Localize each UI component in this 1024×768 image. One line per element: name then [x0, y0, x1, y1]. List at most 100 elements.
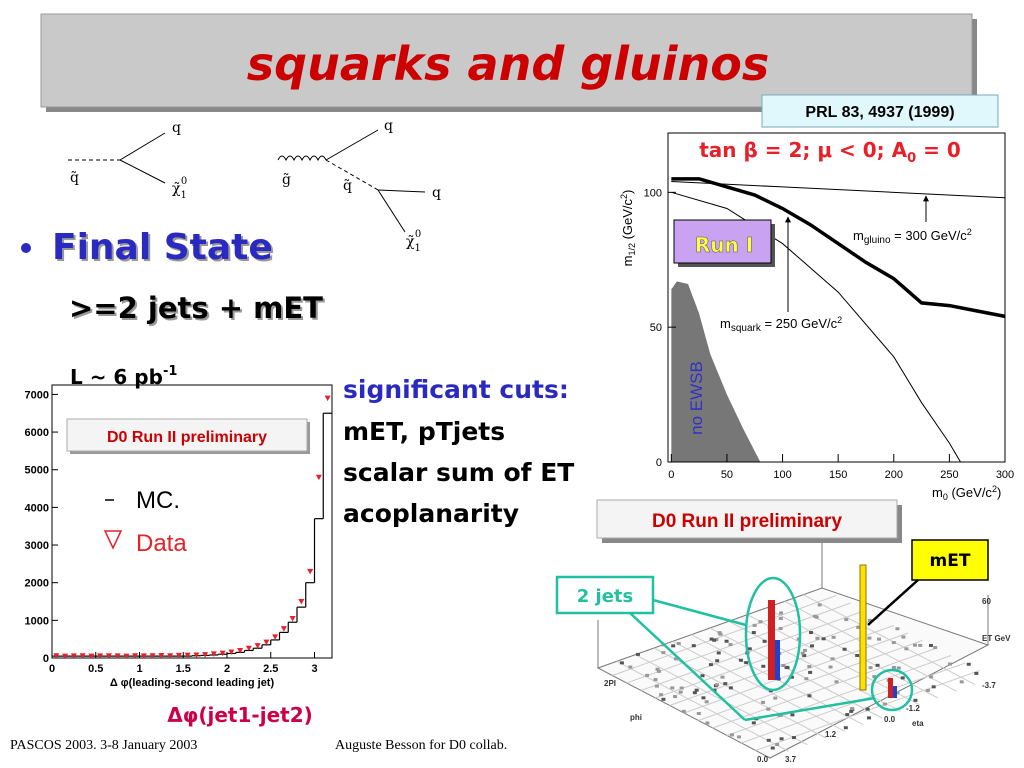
lego-cell — [913, 698, 918, 702]
lego-cell — [895, 627, 900, 631]
chart-title: tan β = 2; μ < 0; A0 = 0 — [699, 138, 961, 166]
legend-entry: MC. — [136, 487, 180, 514]
axis-label: 1.2 — [825, 730, 837, 739]
lego-cell — [766, 707, 771, 711]
label-part: ) — [620, 190, 635, 194]
lego-cell — [747, 647, 752, 651]
jet-tower — [888, 678, 893, 698]
lego-cell — [696, 711, 701, 715]
annotation-box — [66, 418, 308, 452]
label: 0 — [415, 229, 421, 240]
lego-cell — [802, 653, 807, 657]
lego-cell — [789, 675, 794, 679]
lego-cell — [808, 670, 813, 674]
diagram-2-labels: g̃ q q̃ q χ̃1 0 — [282, 118, 441, 254]
lego-grid — [741, 662, 966, 744]
lego-cell — [901, 635, 906, 639]
run-label: Run I — [695, 233, 753, 257]
legend-entry: Data — [136, 530, 187, 557]
plot-frame — [51, 384, 333, 659]
lego-cell — [778, 627, 783, 631]
lego-cell — [752, 623, 757, 627]
lego-cell — [705, 721, 710, 725]
lego-cell — [865, 707, 870, 711]
lego-cell — [974, 671, 979, 675]
lego-cell — [654, 684, 659, 688]
title-part: 0 — [907, 151, 916, 166]
x-tick-label: 100 — [773, 469, 791, 481]
lego-cell — [850, 707, 855, 711]
label-part: (GeV/c — [948, 485, 993, 500]
title-part: = 0 — [916, 138, 961, 162]
feynman-diagram-1 — [68, 132, 166, 184]
lego-cell — [645, 673, 650, 677]
lego-cell — [751, 721, 756, 725]
bullet-shadow: Final State — [54, 229, 275, 270]
lego-cell — [720, 675, 725, 679]
label-part: 2 — [992, 484, 997, 494]
gluino-label: mgluino = 300 GeV/c2 — [853, 227, 972, 246]
lego-cell — [895, 691, 900, 695]
axis-label: 60 — [982, 597, 991, 606]
lego-cell — [679, 686, 684, 690]
x-tick-label: 3 — [311, 663, 317, 675]
lego-cell — [817, 603, 822, 607]
data-point — [79, 653, 86, 659]
caption: Δφ(jet1-jet2) — [167, 703, 313, 727]
data-point — [167, 653, 174, 659]
feynman-diagram-2 — [277, 129, 426, 233]
lego-cell — [723, 682, 728, 686]
lego-cell — [729, 733, 734, 737]
lego-cell — [790, 713, 795, 717]
lego-cell — [671, 644, 676, 648]
lego-cell — [777, 713, 782, 717]
slide-title: squarks and gluinos — [247, 37, 769, 91]
lego-cell — [770, 746, 775, 750]
lego-cell — [762, 639, 767, 643]
lego-cell — [912, 643, 917, 647]
lego-cell — [931, 685, 936, 689]
axis-label: eta — [912, 719, 924, 728]
label-part: m — [932, 485, 943, 500]
label-part: 2 — [837, 315, 842, 325]
lego-cell — [728, 686, 733, 690]
lego-cell — [900, 676, 905, 680]
cuts-heading: significant cuts: — [343, 375, 569, 404]
curve — [671, 181, 1006, 199]
data-point — [228, 649, 235, 655]
bullet: Final State — [52, 227, 273, 268]
y-tick-label: 0 — [656, 457, 662, 469]
met-tower — [859, 564, 867, 691]
data-point — [88, 653, 95, 660]
lego-cell — [800, 651, 805, 655]
lego-cell — [867, 618, 872, 622]
data-point — [70, 653, 77, 659]
lego-cell — [714, 638, 719, 642]
data-point — [123, 653, 130, 660]
y-tick-label: 2000 — [25, 578, 49, 590]
lego-cell — [691, 644, 696, 648]
x-tick-label: 200 — [885, 469, 903, 481]
lego-cell — [659, 693, 664, 697]
lego-cell — [785, 666, 790, 670]
lego-cell — [712, 638, 717, 642]
cut: scalar sum of ET — [343, 458, 574, 487]
axis-label: -3.7 — [982, 681, 996, 690]
data-point — [315, 474, 322, 481]
data-point — [149, 653, 156, 659]
data-point — [263, 639, 270, 646]
cut: acoplanarity — [343, 499, 519, 528]
no-ewsb-label: no EWSB — [687, 361, 706, 435]
lego-cell — [655, 667, 660, 671]
lego-cell — [673, 695, 678, 699]
lego-cell — [947, 662, 952, 666]
data-point — [184, 652, 191, 659]
lego-cell — [843, 726, 848, 730]
lego-cell — [856, 625, 861, 629]
label-part: m — [720, 316, 731, 331]
label: 0 — [181, 176, 187, 187]
lego-cell — [867, 636, 872, 640]
y-tick-label: 4000 — [25, 502, 49, 514]
lego-cell — [738, 658, 743, 662]
